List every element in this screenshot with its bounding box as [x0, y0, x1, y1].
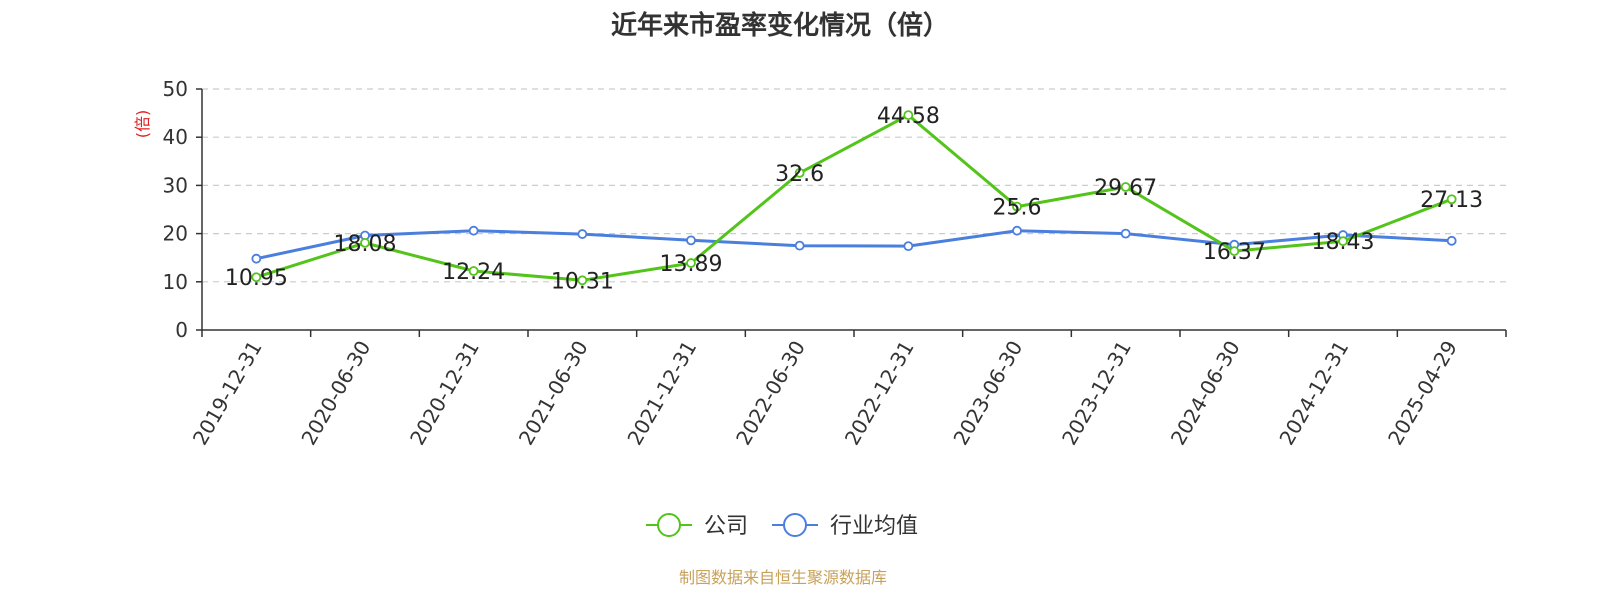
x-tick-label: 2020-12-31: [405, 336, 484, 449]
x-tick-label: 2024-12-31: [1274, 337, 1353, 450]
x-tick-label: 2023-06-30: [948, 337, 1027, 450]
data-point[interactable]: [903, 110, 914, 121]
y-tick-label: 30: [163, 173, 188, 197]
data-point[interactable]: [1120, 228, 1131, 239]
data-point[interactable]: [577, 275, 588, 286]
data-point[interactable]: [794, 240, 805, 251]
x-tick-label: 2024-06-30: [1166, 337, 1245, 450]
y-tick-label: 20: [163, 222, 188, 246]
legend-label: 行业均值: [830, 514, 918, 539]
data-label: 10.95: [225, 266, 288, 291]
data-point[interactable]: [468, 266, 479, 276]
data-label: 12.24: [442, 260, 505, 285]
data-label: 27.13: [1420, 188, 1483, 213]
y-tick-labels: 0 10 20 30 40 50: [163, 77, 188, 342]
data-point[interactable]: [251, 253, 262, 264]
data-point[interactable]: [251, 272, 262, 283]
legend[interactable]: 公司 行业均值: [646, 513, 918, 539]
x-tick-label: 2019-12-31: [188, 337, 267, 450]
series-line-0: [255, 113, 1453, 282]
legend-label: 公司: [704, 514, 748, 539]
y-tick-label: 50: [163, 77, 188, 101]
data-label: 29.67: [1094, 176, 1157, 201]
legend-swatch-marker: [783, 513, 807, 537]
series-line-1: [255, 229, 1452, 261]
data-label: 18.43: [1312, 230, 1375, 255]
y-tick-label: 40: [163, 125, 188, 149]
data-point[interactable]: [1229, 246, 1240, 256]
y-tick-label: 0: [175, 318, 188, 342]
axes: [196, 88, 1507, 337]
y-axis-label: (倍): [133, 110, 152, 139]
data-point[interactable]: [903, 241, 914, 252]
data-point[interactable]: [686, 258, 696, 268]
data-point[interactable]: [1012, 225, 1022, 236]
data-label: 10.31: [551, 269, 614, 294]
x-tick-label: 2020-06-30: [296, 337, 375, 450]
data-point[interactable]: [686, 235, 696, 246]
data-point[interactable]: [468, 225, 479, 236]
legend-item-0[interactable]: 公司: [646, 513, 748, 539]
y-tick-label: 10: [163, 270, 188, 294]
grid-lines: [202, 88, 1506, 283]
legend-item-1[interactable]: 行业均值: [772, 513, 918, 539]
x-tick-label: 2022-12-31: [840, 336, 919, 449]
series-group: [251, 110, 1457, 286]
data-label: 25.6: [993, 196, 1042, 221]
chart-title: 近年来市盈率变化情况（倍）: [611, 10, 949, 41]
data-point[interactable]: [577, 229, 588, 239]
data-label: 18.08: [334, 232, 397, 257]
data-label: 44.58: [877, 104, 940, 129]
data-point[interactable]: [360, 237, 370, 248]
data-point[interactable]: [1120, 182, 1131, 192]
legend-swatch-marker: [657, 513, 681, 537]
data-point[interactable]: [794, 167, 805, 178]
data-point[interactable]: [1446, 235, 1457, 246]
x-tick-labels: 2019-12-31 2020-06-30 2020-12-31 2021-06-30…: [188, 336, 1462, 449]
data-label: 13.89: [660, 252, 723, 277]
data-label: 32.6: [775, 162, 824, 187]
data-source-note: 制图数据来自恒生聚源数据库: [679, 568, 887, 587]
x-tick-label: 2023-12-31: [1057, 337, 1136, 450]
x-tick-label: 2021-12-31: [622, 337, 701, 450]
data-point[interactable]: [1338, 236, 1348, 247]
x-tick-label: 2022-06-30: [731, 337, 810, 450]
x-tick-label: 2021-06-30: [514, 337, 593, 450]
data-point[interactable]: [1446, 194, 1457, 205]
data-labels: 10.95 18.08 12.24 10.31 13.89 32.6 44.58 25.6 29…: [225, 104, 1483, 294]
data-point[interactable]: [1012, 201, 1022, 212]
data-label: 16.37: [1203, 240, 1266, 265]
x-tick-label: 2025-04-29: [1383, 337, 1462, 450]
